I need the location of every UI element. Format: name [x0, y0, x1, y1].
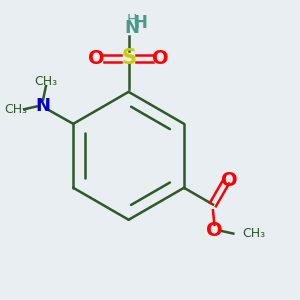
Text: O: O	[88, 49, 105, 68]
Text: H: H	[133, 14, 147, 32]
Text: H: H	[126, 13, 137, 27]
Text: S: S	[121, 48, 136, 68]
Text: O: O	[152, 49, 169, 68]
Text: CH₃: CH₃	[34, 75, 58, 88]
Text: N: N	[35, 98, 50, 116]
Text: O: O	[206, 221, 223, 240]
Text: N: N	[124, 19, 139, 37]
Text: O: O	[220, 171, 237, 190]
Text: CH₃: CH₃	[242, 227, 265, 240]
Text: CH₃: CH₃	[4, 103, 27, 116]
